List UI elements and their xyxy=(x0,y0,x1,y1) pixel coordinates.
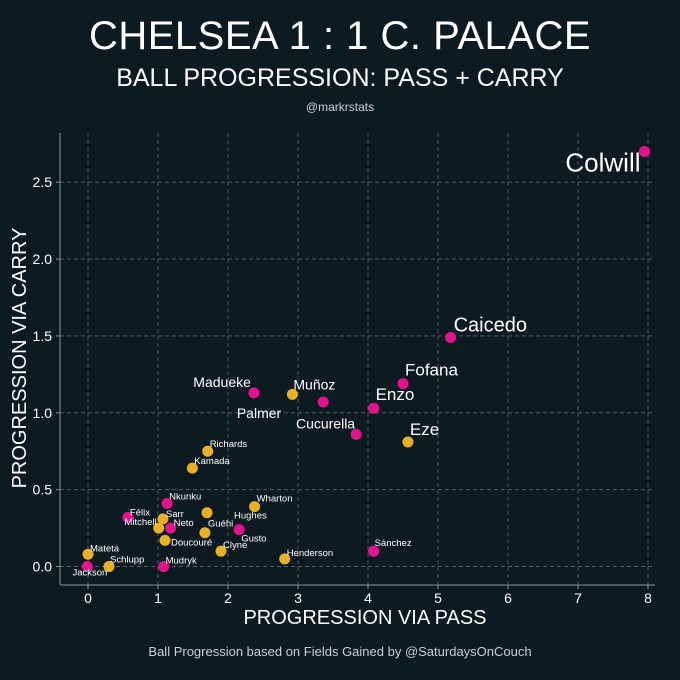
data-point-palace xyxy=(199,527,211,539)
label-layer: Colwill Caicedo Fofana Enzo Eze Cucurella Muño… xyxy=(72,147,640,578)
point-label: Jackson xyxy=(72,568,107,579)
x-tick-label: 0 xyxy=(84,590,92,606)
x-tick-label: 8 xyxy=(644,590,652,606)
x-tick-label: 5 xyxy=(434,590,442,606)
data-point-palace xyxy=(159,534,171,546)
y-tick-label: 1.5 xyxy=(33,328,53,344)
point-label: Nkunku xyxy=(169,492,201,503)
grid-layer xyxy=(60,133,655,585)
data-point-chelsea xyxy=(368,545,380,557)
x-tick-label: 4 xyxy=(364,590,372,606)
footer-credit: Ball Progression based on Fields Gained … xyxy=(148,644,532,659)
author-handle: @markrstats xyxy=(305,100,375,114)
point-label: Caicedo xyxy=(454,314,527,336)
point-label: Hughes xyxy=(234,511,267,522)
point-layer xyxy=(81,145,650,573)
point-label: Mudryk xyxy=(166,556,197,567)
point-label: Guéhi xyxy=(208,519,233,530)
point-label: Mateta xyxy=(90,543,120,554)
point-label: Doucouré xyxy=(171,537,212,548)
point-label: Clyne xyxy=(223,540,247,551)
data-point-chelsea xyxy=(165,522,177,534)
data-point-chelsea xyxy=(248,387,260,399)
data-point-palace xyxy=(249,501,261,513)
data-point-chelsea xyxy=(445,331,457,343)
x-axis-label: PROGRESSION VIA PASS xyxy=(243,607,486,629)
point-label: Neto xyxy=(174,518,194,529)
data-point-palace xyxy=(402,436,414,448)
x-tick-label: 1 xyxy=(154,590,162,606)
point-label: Madueke xyxy=(193,374,251,390)
point-label: Eze xyxy=(410,420,439,439)
point-label: Sarr xyxy=(166,509,184,520)
page-title: CHELSEA 1 : 1 C. PALACE xyxy=(88,14,592,58)
data-point-palace xyxy=(186,462,198,474)
data-point-palace xyxy=(215,545,227,557)
point-label: Gusto xyxy=(241,534,266,545)
data-point-palace xyxy=(153,522,165,534)
point-label: Cucurella xyxy=(296,415,355,431)
point-label: Mitchell xyxy=(124,517,156,528)
point-label: Muñoz xyxy=(293,376,335,392)
y-tick-label: 0.0 xyxy=(33,559,53,575)
x-tick-label: 2 xyxy=(224,590,232,606)
y-tick-label: 0.5 xyxy=(33,482,53,498)
data-point-palace xyxy=(157,513,169,525)
y-tick-label: 2.5 xyxy=(33,174,53,190)
data-point-chelsea xyxy=(639,145,650,157)
point-label: Fofana xyxy=(405,361,458,380)
point-label: Richards xyxy=(210,439,248,450)
data-point-chelsea xyxy=(122,511,134,523)
point-label: Félix xyxy=(130,507,150,518)
point-label: Henderson xyxy=(287,548,333,559)
point-label: Wharton xyxy=(257,494,293,505)
axis-layer: 0 1 2 3 4 5 6 7 8 0.0 0.5 1.0 1.5 2.0 2.5 xyxy=(33,133,655,606)
data-point-chelsea xyxy=(161,498,173,510)
point-label: Colwill xyxy=(565,147,640,177)
data-point-chelsea xyxy=(397,378,409,390)
y-tick-label: 1.0 xyxy=(33,405,53,421)
x-tick-label: 3 xyxy=(294,590,302,606)
data-point-chelsea xyxy=(368,402,380,414)
data-point-palace xyxy=(202,445,214,457)
point-label: Schlupp xyxy=(110,555,144,566)
point-label: Enzo xyxy=(376,385,415,404)
data-point-palace xyxy=(279,553,291,565)
data-point-palace xyxy=(201,507,213,519)
data-point-chelsea xyxy=(233,524,245,536)
data-point-chelsea xyxy=(317,396,329,408)
data-point-chelsea xyxy=(158,561,170,573)
y-axis-label: PROGRESSION VIA CARRY xyxy=(9,228,31,489)
y-tick-label: 2.0 xyxy=(33,251,53,267)
point-label: Sánchez xyxy=(375,538,412,549)
page-subtitle: BALL PROGRESSION: PASS + CARRY xyxy=(116,64,564,92)
x-tick-label: 7 xyxy=(574,590,582,606)
data-point-palace xyxy=(82,548,94,560)
x-tick-label: 6 xyxy=(504,590,512,606)
data-point-chelsea xyxy=(350,428,362,440)
data-point-palace xyxy=(103,561,115,573)
data-point-chelsea xyxy=(81,561,93,573)
point-label: Palmer xyxy=(237,405,282,421)
point-label: Kamada xyxy=(194,456,230,467)
data-point-palace xyxy=(286,388,298,400)
